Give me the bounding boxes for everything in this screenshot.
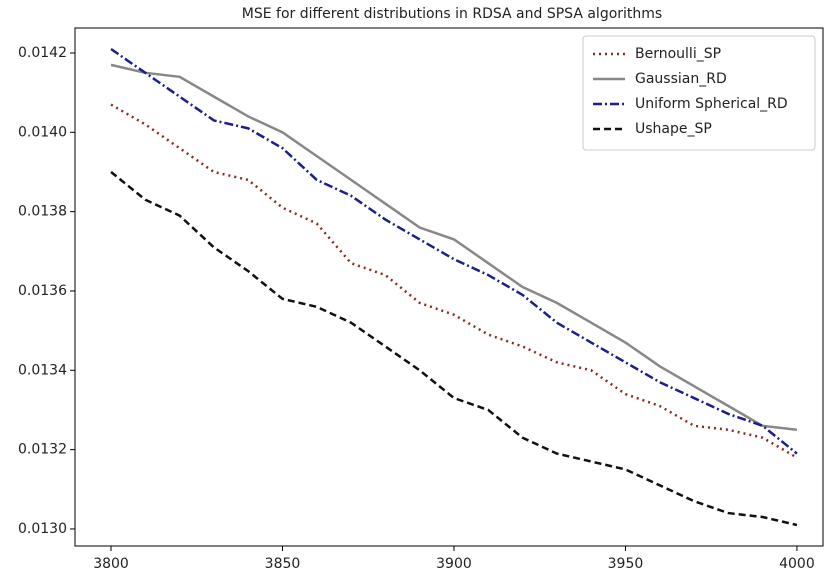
plot-frame — [74, 27, 824, 547]
y-tick-label: 0.0130 — [18, 521, 67, 537]
series-line — [110, 103, 798, 459]
series-line — [110, 171, 798, 527]
legend-label: Uniform Spherical_RD — [635, 96, 788, 112]
x-tick-label: 3800 — [93, 556, 129, 572]
legend-box — [582, 35, 816, 151]
legend-label: Ushape_SP — [635, 121, 712, 137]
y-tick-label: 0.0140 — [18, 124, 67, 140]
x-tick-label: 3950 — [608, 556, 644, 572]
chart-title: MSE for different distributions in RDSA … — [242, 6, 662, 22]
y-tick-label: 0.0138 — [18, 204, 67, 220]
series-line — [110, 47, 798, 455]
x-tick-label: 4000 — [779, 556, 815, 572]
legend-label: Gaussian_RD — [635, 71, 727, 87]
series-line — [110, 63, 798, 432]
legend-label: Bernoulli_SP — [635, 46, 721, 62]
y-tick-label: 0.0142 — [18, 45, 67, 61]
x-tick-label: 3900 — [436, 556, 472, 572]
y-tick-label: 0.0136 — [18, 283, 67, 299]
x-tick-label: 3850 — [265, 556, 301, 572]
y-tick-label: 0.0134 — [18, 362, 67, 378]
y-tick-label: 0.0132 — [18, 442, 67, 458]
